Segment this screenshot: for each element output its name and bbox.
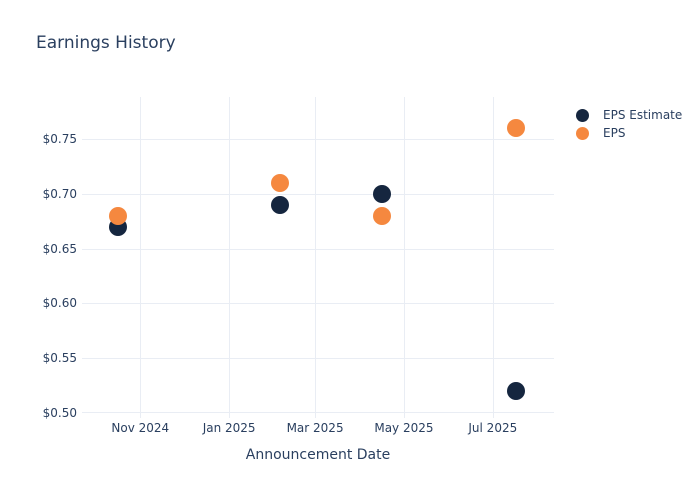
x-tick-label: Mar 2025 <box>286 421 344 435</box>
y-tick-label: $0.65 <box>42 241 77 256</box>
legend-label-eps-estimate: EPS Estimate <box>603 108 683 122</box>
data-point-eps-estimate[interactable] <box>271 195 290 214</box>
y-tick-label: $0.55 <box>42 351 77 366</box>
x-gridline <box>140 97 142 413</box>
x-axis-tick <box>492 413 494 418</box>
chart-title: Earnings History <box>36 33 176 53</box>
x-gridline <box>229 97 231 413</box>
y-gridline <box>82 303 554 305</box>
legend-item-eps-estimate[interactable]: EPS Estimate <box>576 106 682 124</box>
plot-area <box>82 97 554 418</box>
data-point-eps[interactable] <box>109 206 128 225</box>
y-tick-label: $0.60 <box>42 296 77 311</box>
x-tick-label: Nov 2024 <box>111 421 170 435</box>
x-gridline <box>315 97 317 413</box>
y-gridline <box>82 248 554 250</box>
y-gridline <box>82 193 554 195</box>
legend: EPS Estimate EPS <box>576 106 682 142</box>
y-tick-label: $0.70 <box>42 186 77 201</box>
eps-estimate-marker-icon <box>576 108 589 122</box>
data-point-eps-estimate[interactable] <box>507 382 526 401</box>
eps-marker-icon <box>576 126 589 140</box>
x-tick-label: Jul 2025 <box>468 421 518 435</box>
x-axis-title: Announcement Date <box>245 447 391 463</box>
data-point-eps[interactable] <box>373 206 392 225</box>
y-gridline <box>82 412 554 413</box>
x-gridline <box>492 97 494 413</box>
x-axis-tick <box>229 413 231 418</box>
y-gridline <box>82 358 554 360</box>
x-tick-label: May 2025 <box>374 421 434 435</box>
y-tick-label: $0.50 <box>42 406 77 420</box>
x-axis-tick <box>140 413 142 418</box>
x-tick-label: Jan 2025 <box>202 421 256 435</box>
x-axis-tick <box>403 413 405 418</box>
y-gridline <box>82 139 554 141</box>
data-point-eps-estimate[interactable] <box>373 184 392 203</box>
x-axis-tick <box>315 413 317 418</box>
legend-item-eps[interactable]: EPS <box>576 124 682 142</box>
x-gridline <box>403 97 405 413</box>
data-point-eps[interactable] <box>507 119 526 138</box>
data-point-eps[interactable] <box>271 173 290 192</box>
y-tick-label: $0.75 <box>42 132 77 147</box>
legend-label-eps: EPS <box>603 126 626 140</box>
